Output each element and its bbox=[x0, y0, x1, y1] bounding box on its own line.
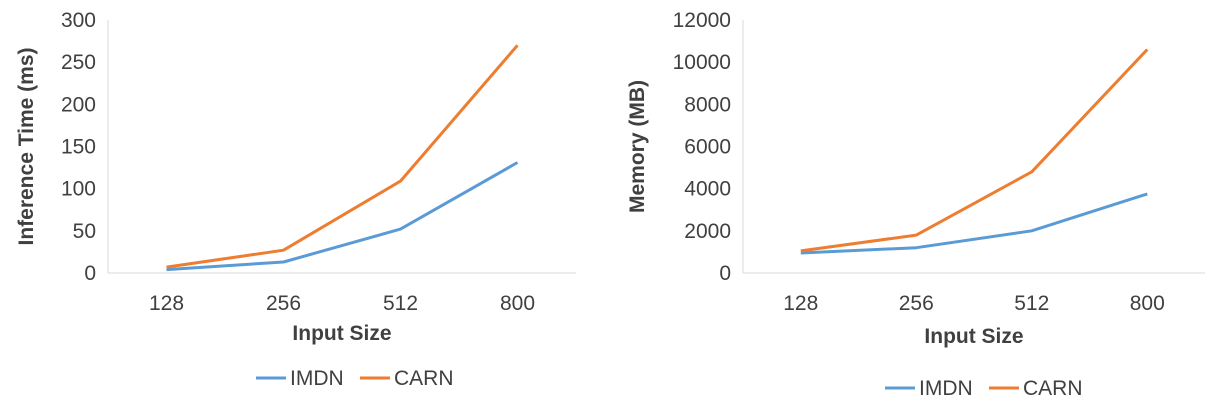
legend-label-carn: CARN bbox=[1023, 377, 1083, 400]
y-axis-title: Memory (MB) bbox=[626, 80, 649, 213]
y-tick-label: 200 bbox=[61, 93, 96, 116]
x-tick-label: 512 bbox=[383, 292, 418, 315]
y-tick-label: 150 bbox=[61, 136, 96, 159]
series-line-carn bbox=[166, 44, 519, 269]
y-axis-title: Inference Time (ms) bbox=[15, 47, 38, 245]
x-tick-label: 800 bbox=[1130, 292, 1165, 315]
y-tick-label: 250 bbox=[61, 51, 96, 74]
x-tick-label: 256 bbox=[266, 292, 301, 315]
x-tick-label: 128 bbox=[783, 292, 818, 315]
x-tick-label: 256 bbox=[899, 292, 934, 315]
chart-2: 0 2000 4000 6000 8000 10000 12000 128 256 512 800 I… bbox=[626, 9, 1205, 400]
x-tick-label: 128 bbox=[149, 292, 184, 315]
series-line-imdn bbox=[800, 192, 1148, 255]
x-tick-label: 512 bbox=[1014, 292, 1049, 315]
y-tick-label: 6000 bbox=[684, 136, 731, 159]
y-tick-label: 10000 bbox=[673, 51, 731, 74]
chart-1: 0 50 100 150 200 250 300 128 256 512 800 Input Size… bbox=[15, 9, 576, 390]
series-line-carn bbox=[800, 48, 1149, 253]
y-tick-label: 8000 bbox=[684, 93, 731, 116]
series-line-imdn bbox=[166, 161, 519, 272]
y-tick-label: 4000 bbox=[684, 178, 731, 201]
legend-label-imdn: IMDN bbox=[919, 377, 973, 400]
y-tick-label: 50 bbox=[73, 220, 96, 243]
y-tick-label: 0 bbox=[84, 262, 96, 285]
y-tick-label: 0 bbox=[719, 262, 731, 285]
y-tick-label: 2000 bbox=[684, 220, 731, 243]
y-tick-label: 100 bbox=[61, 178, 96, 201]
x-axis-title: Input Size bbox=[292, 322, 391, 345]
legend-label-imdn: IMDN bbox=[290, 367, 344, 390]
legend-label-carn: CARN bbox=[394, 367, 454, 390]
y-tick-label: 12000 bbox=[673, 9, 731, 32]
x-axis-title: Input Size bbox=[924, 325, 1023, 348]
x-tick-label: 800 bbox=[500, 292, 535, 315]
y-tick-label: 300 bbox=[61, 9, 96, 32]
